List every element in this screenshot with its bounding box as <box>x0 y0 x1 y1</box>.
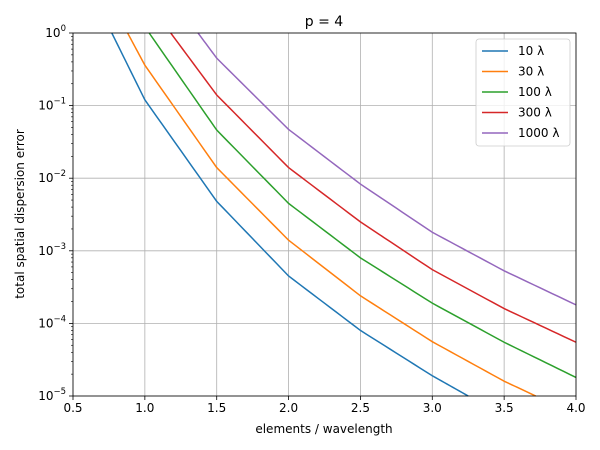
x-tick-label: 1.0 <box>135 401 154 415</box>
x-tick-label: 3.0 <box>423 401 442 415</box>
y-tick-label: 100 <box>45 24 66 40</box>
y-axis: 10−5 10−4 10−3 10−2 10−1 100 <box>38 24 73 403</box>
series-line-0 <box>111 32 469 397</box>
series-line-4 <box>197 32 577 306</box>
legend-box <box>475 38 571 147</box>
x-tick-label: 4.0 <box>566 401 585 415</box>
x-tick-label: 2.0 <box>279 401 298 415</box>
y-tick-label: 10−4 <box>38 314 66 330</box>
x-tick-label: 0.5 <box>63 401 82 415</box>
y-tick-label: 10−1 <box>38 97 66 113</box>
x-tick-label: 1.5 <box>207 401 226 415</box>
series-line-1 <box>126 32 537 397</box>
legend-label: 100 λ <box>518 85 552 99</box>
x-tick-label: 3.5 <box>495 401 514 415</box>
series-layer <box>111 32 577 397</box>
legend: 10 λ 30 λ 100 λ 300 λ 1000 λ <box>475 38 571 147</box>
legend-label: 1000 λ <box>518 126 559 140</box>
x-axis-label: elements / wavelength <box>255 422 392 436</box>
x-tick-label: 2.5 <box>351 401 370 415</box>
y-tick-label: 10−3 <box>38 242 66 258</box>
y-axis-label: total spatial dispersion error <box>13 129 27 299</box>
y-tick-label: 10−5 <box>38 387 66 403</box>
axes-frame <box>72 32 577 397</box>
series-line-2 <box>148 32 577 379</box>
y-tick-label: 10−2 <box>38 169 66 185</box>
legend-label: 300 λ <box>518 106 552 120</box>
x-axis: 0.5 1.0 1.5 2.0 2.5 3.0 3.5 4.0 <box>63 396 586 415</box>
chart-title: p = 4 <box>305 14 344 30</box>
legend-label: 30 λ <box>518 65 544 79</box>
series-line-3 <box>170 32 577 343</box>
legend-label: 10 λ <box>518 44 544 58</box>
